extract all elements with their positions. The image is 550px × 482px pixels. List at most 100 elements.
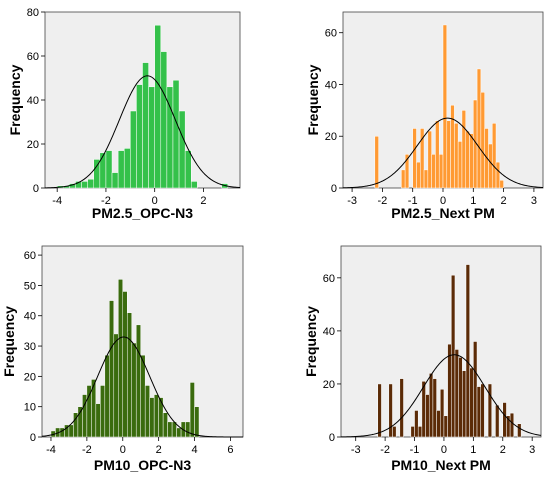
histogram-bar bbox=[109, 300, 115, 438]
y-axis-label: Frequency bbox=[7, 64, 23, 135]
histogram-bar bbox=[113, 333, 119, 438]
histogram-bar bbox=[117, 150, 125, 189]
histogram-bar bbox=[399, 378, 404, 438]
histogram-bar bbox=[476, 386, 481, 438]
histogram-bar bbox=[465, 264, 470, 438]
histogram-bar bbox=[458, 357, 463, 438]
histogram-bar bbox=[130, 110, 137, 189]
y-tick-label: 20 bbox=[325, 131, 337, 143]
histogram-bar bbox=[167, 421, 173, 438]
histogram-bar bbox=[59, 427, 65, 438]
histogram-bar bbox=[443, 415, 448, 438]
histogram-bar bbox=[160, 51, 168, 189]
y-tick-label: 0 bbox=[33, 183, 39, 195]
x-tick-label: -2 bbox=[82, 444, 92, 456]
y-tick-label: 60 bbox=[24, 250, 36, 262]
histogram-bar bbox=[153, 394, 159, 438]
x-tick-label: -4 bbox=[52, 195, 62, 207]
histogram-bar bbox=[499, 179, 504, 189]
histogram-bar bbox=[392, 426, 397, 438]
normal-curve bbox=[340, 354, 542, 438]
y-tick-label: 0 bbox=[329, 432, 335, 444]
histogram-bar bbox=[438, 154, 444, 189]
normal-curve bbox=[342, 117, 544, 189]
histogram-bar bbox=[87, 178, 94, 189]
histogram-bar bbox=[435, 120, 440, 189]
x-axis-label: PM10_Next PM bbox=[391, 457, 491, 473]
histogram-bar bbox=[417, 426, 423, 438]
y-tick-label: 40 bbox=[24, 311, 36, 323]
histogram-bar bbox=[462, 370, 467, 438]
histogram-bar bbox=[465, 130, 470, 189]
histogram-panel-pm10-opc-n3: -4 -2 0 2 4 60102030405060FrequencyPM10_OPC-N… bbox=[1, 245, 244, 473]
histogram-bar bbox=[185, 421, 191, 438]
histogram-bar bbox=[440, 389, 445, 438]
histogram-bar bbox=[427, 130, 432, 189]
x-tick-label: -1 bbox=[408, 195, 418, 207]
x-tick-label: 2 bbox=[500, 444, 506, 456]
histogram-bar bbox=[487, 383, 492, 438]
histogram-panel-pm10-next-pm: -3 -2 -1 0 1 2 3 0 20 40 60 Frequency PM10_Next PM bbox=[303, 245, 542, 473]
histogram-bar bbox=[454, 123, 459, 189]
histogram-bar bbox=[68, 424, 74, 438]
histogram-bar bbox=[149, 397, 155, 438]
histogram-bar bbox=[377, 383, 382, 438]
histogram-bar bbox=[431, 154, 436, 189]
y-tick-label: 40 bbox=[325, 79, 337, 91]
x-tick-label: -2 bbox=[378, 195, 388, 207]
x-tick-label: 3 bbox=[529, 444, 535, 456]
histogram-bar bbox=[111, 172, 119, 189]
histogram-bar bbox=[428, 373, 434, 438]
histogram-bar bbox=[473, 341, 478, 438]
x-tick-label: 4 bbox=[191, 444, 197, 456]
y-tick-label: 0 bbox=[331, 183, 337, 195]
histogram-bar bbox=[194, 406, 200, 438]
normal-curve bbox=[41, 336, 243, 438]
histogram-bar bbox=[140, 354, 146, 438]
x-tick-label: 2 bbox=[501, 195, 507, 207]
histogram-bar bbox=[442, 24, 448, 189]
histogram-bar bbox=[488, 143, 493, 189]
histogram-bar bbox=[189, 382, 195, 438]
y-axis-label: Frequency bbox=[303, 306, 319, 377]
y-tick-label: 40 bbox=[27, 95, 39, 107]
y-tick-label: 60 bbox=[27, 51, 39, 63]
histogram-bar bbox=[172, 79, 180, 189]
histogram-bar bbox=[104, 354, 110, 438]
histogram-bar bbox=[126, 312, 132, 438]
histogram-bar bbox=[412, 128, 417, 189]
histogram-bar bbox=[77, 406, 83, 438]
histogram-bar bbox=[99, 152, 107, 189]
histogram-bar bbox=[495, 161, 501, 189]
y-tick-label: 60 bbox=[323, 273, 335, 285]
histogram-bar bbox=[454, 349, 459, 438]
y-tick-label: 0 bbox=[30, 432, 36, 444]
histogram-bar bbox=[118, 279, 124, 438]
y-tick-label: 20 bbox=[27, 139, 39, 151]
x-tick-label: 3 bbox=[531, 195, 537, 207]
histogram-bar bbox=[480, 91, 485, 189]
histogram-bar bbox=[176, 427, 182, 438]
y-tick-label: 40 bbox=[323, 326, 335, 338]
x-tick-label: 0 bbox=[152, 195, 158, 207]
histogram-bar bbox=[81, 181, 88, 189]
histogram-bar bbox=[95, 403, 101, 438]
x-tick-label: 2 bbox=[156, 444, 162, 456]
y-axis-label: Frequency bbox=[1, 306, 17, 377]
x-tick-label: -2 bbox=[101, 195, 111, 207]
histogram-bar bbox=[410, 426, 415, 438]
histogram-bar bbox=[457, 141, 463, 189]
histogram-bar bbox=[416, 161, 421, 189]
histogram-bar bbox=[131, 342, 137, 438]
histogram-bar bbox=[423, 169, 429, 189]
x-tick-label: -3 bbox=[351, 444, 361, 456]
y-tick-label: 50 bbox=[24, 280, 36, 292]
histogram-bar bbox=[432, 378, 437, 438]
x-axis-label: PM2.5_OPC-N3 bbox=[92, 205, 193, 221]
x-tick-label: 0 bbox=[120, 444, 126, 456]
histogram-bar bbox=[154, 24, 162, 189]
x-tick-label: 1 bbox=[470, 195, 476, 207]
x-tick-label: -1 bbox=[410, 444, 420, 456]
